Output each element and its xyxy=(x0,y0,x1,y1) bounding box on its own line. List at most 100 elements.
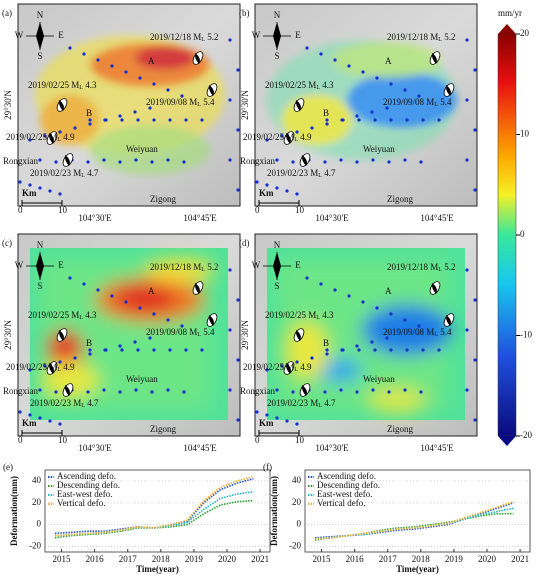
event-label-mag: 4.7 xyxy=(322,398,336,408)
station-dot xyxy=(275,388,279,392)
compass-arrow xyxy=(273,22,281,50)
map-panel: (c) N S E W A B Weiyuan Rongxian Zigong Km 0 10 2019/… xyxy=(2,233,241,453)
station-dot xyxy=(437,348,441,352)
station-dot xyxy=(339,388,343,392)
legend-label: East-west defo. xyxy=(57,489,112,499)
event-label-mag: 4.3 xyxy=(320,310,334,320)
y-tick-label: 20 xyxy=(292,497,302,507)
lat-label: 29°30'N xyxy=(3,320,13,350)
scale-bar xyxy=(258,200,300,206)
scale-bar xyxy=(258,430,300,436)
station-dot xyxy=(86,390,90,394)
legend-label: East-west defo. xyxy=(317,489,372,499)
legend-label: Vertical defo. xyxy=(57,498,105,508)
station-dot xyxy=(236,418,240,422)
lat-label: 29°30'N xyxy=(3,90,13,120)
station-dot xyxy=(228,268,232,272)
station-dot xyxy=(118,344,122,348)
legend-label: Vertical defo. xyxy=(317,498,365,508)
colorbar-tick-label: 0 xyxy=(520,229,525,239)
station-dot xyxy=(403,88,407,92)
scale-unit: Km xyxy=(259,418,274,428)
compass-label: W xyxy=(252,30,261,40)
station-dot xyxy=(385,106,389,110)
station-dot xyxy=(319,282,323,286)
scale-label: 10 xyxy=(295,205,305,215)
town-label: Rongxian xyxy=(240,156,275,166)
town-label: Weiyuan xyxy=(126,144,158,154)
scale-label: 10 xyxy=(58,435,68,445)
station-dot xyxy=(236,358,240,362)
event-label-date: 2019/02/25 M xyxy=(28,80,79,90)
event-label-sub: L xyxy=(318,403,322,409)
station-dot xyxy=(182,390,186,394)
y-tick-label: 40 xyxy=(32,475,42,485)
event-label-date: 2019/02/25 M xyxy=(6,132,57,142)
event-label-date: 2019/09/08 M xyxy=(146,327,197,337)
event-label: 2019/02/23 ML 4.7 xyxy=(267,398,336,409)
event-label-sub: L xyxy=(201,37,205,43)
station-dot xyxy=(310,126,314,130)
station-dot xyxy=(333,288,337,292)
event-label-date: 2019/12/18 M xyxy=(387,32,438,42)
town-label: Rongxian xyxy=(240,386,275,396)
station-dot xyxy=(180,94,184,98)
station-dot xyxy=(403,318,407,322)
event-label-sub: L xyxy=(79,315,83,321)
point-label: B xyxy=(86,108,92,118)
station-dot xyxy=(134,388,138,392)
station-dot xyxy=(405,118,409,122)
station-dot xyxy=(104,118,108,122)
focal-mechanism-fill xyxy=(58,100,64,111)
compass-label: S xyxy=(37,281,42,291)
station-dot xyxy=(118,160,122,164)
station-dot xyxy=(166,388,170,392)
station-dot xyxy=(152,118,156,122)
station-dot xyxy=(150,160,154,164)
station-dot xyxy=(275,186,279,190)
event-label-date: 2019/09/08 M xyxy=(383,97,434,107)
event-label: 2019/02/25 ML 4.9 xyxy=(6,362,75,373)
station-dot xyxy=(265,368,269,372)
station-dot xyxy=(323,390,327,394)
focal-mechanism-fill xyxy=(295,330,301,341)
lon-label: 104°45'E xyxy=(183,213,217,223)
event-label-mag: 4.9 xyxy=(61,362,75,372)
focal-mechanism-fill xyxy=(431,283,437,294)
event-label: 2019/02/25 ML 4.3 xyxy=(28,80,97,91)
event-label-mag: 5.2 xyxy=(205,262,219,272)
scale-label: 0 xyxy=(255,205,260,215)
series-line xyxy=(54,499,254,539)
station-dot xyxy=(200,348,204,352)
station-dot xyxy=(473,358,477,362)
event-label-sub: L xyxy=(201,267,205,273)
event-label-sub: L xyxy=(79,85,83,91)
event-label: 2019/02/23 ML 4.7 xyxy=(30,398,99,409)
station-dot xyxy=(136,348,140,352)
station-dot xyxy=(48,189,52,193)
scale-label: 10 xyxy=(295,435,305,445)
station-dot xyxy=(18,410,22,414)
station-dot xyxy=(182,160,186,164)
station-dot xyxy=(465,158,469,162)
series-line xyxy=(314,500,514,540)
station-dot xyxy=(124,300,128,304)
event-label-sub: L xyxy=(316,85,320,91)
station-dot xyxy=(473,418,477,422)
panel-letter: (c) xyxy=(2,238,12,248)
station-dot xyxy=(370,340,374,344)
point-label: B xyxy=(86,338,92,348)
compass-arrow xyxy=(36,22,44,50)
scale-label: 0 xyxy=(18,435,23,445)
y-tick-label: 20 xyxy=(32,497,42,507)
event-label: 2019/09/08 ML 5.4 xyxy=(146,97,215,108)
station-dot xyxy=(385,336,389,340)
event-label-date: 2019/12/18 M xyxy=(150,32,201,42)
colorbar-cap xyxy=(498,436,516,446)
colorbar xyxy=(497,33,517,437)
panel-letter: (b) xyxy=(239,8,250,18)
station-dot xyxy=(417,324,421,328)
station-dot xyxy=(375,306,379,310)
event-label-date: 2019/02/23 M xyxy=(30,398,81,408)
station-dot xyxy=(275,158,279,162)
